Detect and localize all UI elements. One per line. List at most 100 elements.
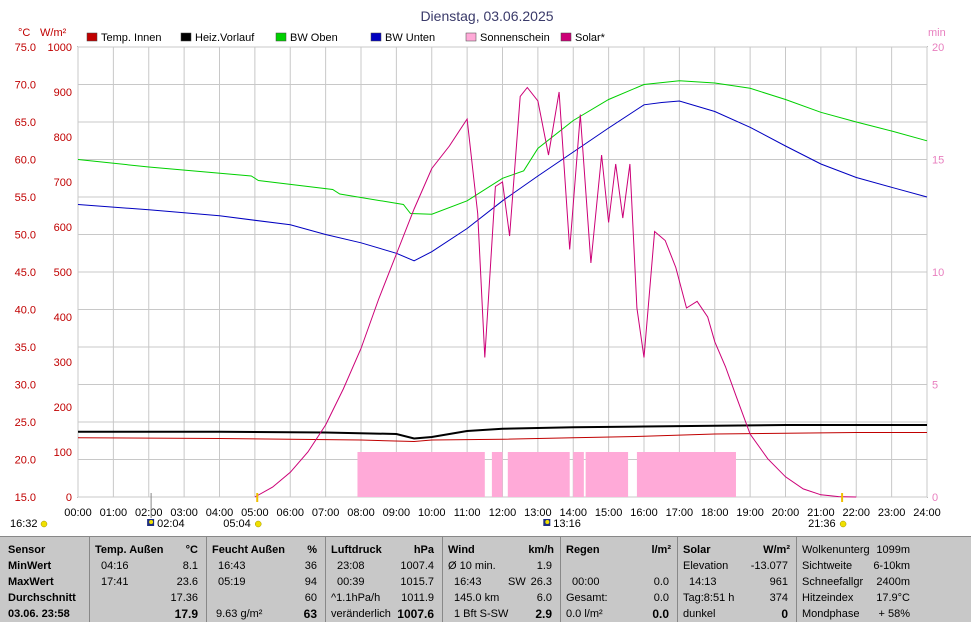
wind-max-value: 26.3	[530, 576, 552, 588]
wind-r3-value: 6.0	[536, 592, 552, 604]
x-tick-label: 10:00	[418, 507, 446, 519]
weather-chart: Dienstag, 03.06.2025 °C W/m² min Temp. I…	[10, 8, 946, 530]
x-tick-label: 00:00	[64, 507, 92, 519]
temp-tick-label: 65.0	[15, 117, 36, 129]
x-tick-label: 12:00	[489, 507, 517, 519]
druck-forecast: veränderlich	[331, 608, 391, 620]
temp-tick-label: 25.0	[15, 417, 36, 429]
sensor-header: Sensor	[8, 544, 46, 556]
regen-current-value: 0.0	[652, 607, 669, 621]
x-tick-label: 17:00	[666, 507, 694, 519]
solar-unit: W/m²	[763, 544, 790, 556]
min-tick-label: 15	[932, 155, 944, 167]
minwert-label: MinWert	[8, 560, 52, 572]
temp-tick-label: 45.0	[15, 267, 36, 279]
temp-tick-label: 70.0	[15, 80, 36, 92]
solar-max-time: 14:13	[689, 576, 717, 588]
x-tick-label: 07:00	[312, 507, 340, 519]
min-tick-label: 20	[932, 42, 944, 54]
wind-avg-value: 1.9	[536, 560, 552, 572]
x-tick-label: 11:00	[454, 507, 481, 519]
series-line-temp-innen	[77, 432, 927, 443]
x-tick-label: 08:00	[347, 507, 375, 519]
druck-min-value: 1007.4	[400, 560, 434, 572]
series-line-bw-unten	[77, 100, 928, 262]
regen-r2-value: 0.0	[653, 576, 669, 588]
solar-tick-label: 600	[54, 222, 72, 234]
wind-distance: 145.0 km	[454, 592, 500, 604]
temp-min-value: 8.1	[182, 560, 198, 572]
wind-bft: 1 Bft S-SW	[454, 608, 509, 620]
visibility-value: 6-10km	[873, 560, 910, 572]
temp-min-time: 04:16	[101, 560, 129, 572]
temp-unit: °C	[185, 544, 198, 556]
maxwert-label: MaxWert	[8, 576, 54, 588]
moonrise-time: 02:04	[157, 518, 185, 530]
regen-header: Regen	[566, 544, 600, 556]
marker-left-time: 16:32	[10, 518, 38, 530]
druck-unit: hPa	[413, 544, 434, 556]
regen-amount: 0.0 l/m²	[566, 608, 603, 620]
solar-tick-label: 300	[54, 357, 72, 369]
druck-current-value: 1007.6	[397, 607, 434, 621]
wind-max-dir: SW	[508, 576, 526, 588]
visibility-label: Sichtweite	[802, 560, 853, 572]
moon-phase-label: Mondphase	[802, 608, 860, 620]
x-tick-label: 05:00	[241, 507, 269, 519]
temp-tick-label: 60.0	[15, 155, 36, 167]
feucht-max-time: 05:19	[218, 576, 246, 588]
temp-tick-label: 40.0	[15, 305, 36, 317]
x-tick-label: 14:00	[559, 507, 587, 519]
moonset-icon-glyph	[545, 520, 550, 524]
x-tick-label: 23:00	[878, 507, 906, 519]
feucht-min-value: 36	[304, 560, 317, 572]
sunshine-bar	[636, 452, 736, 497]
min-tick-label: 5	[932, 380, 938, 392]
legend-swatch	[86, 32, 98, 42]
x-tick-label: 03:00	[170, 507, 198, 519]
sunshine-bars	[357, 452, 736, 497]
temp-avg-value: 17.36	[170, 592, 198, 604]
temp-header: Temp. Außen	[95, 544, 164, 556]
solar-tick-label: 0	[66, 492, 72, 504]
x-tick-label: 22:00	[842, 507, 870, 519]
regen-total-label: Gesamt:	[566, 592, 608, 604]
solar-tick-label: 500	[54, 267, 72, 279]
x-tick-label: 01:00	[100, 507, 128, 519]
left-sun-icon	[40, 520, 48, 528]
series-line-bw-oben	[77, 80, 928, 215]
moonrise-icon-glyph	[149, 520, 154, 524]
temp-tick-label: 75.0	[15, 42, 36, 54]
legend-swatch	[275, 32, 287, 42]
wind-header: Wind	[448, 544, 475, 556]
sunrise-time: 05:04	[223, 518, 251, 530]
solar-avg-value: 374	[769, 592, 788, 604]
x-tick-label: 24:00	[913, 507, 941, 519]
chart-lines	[77, 80, 928, 498]
x-tick-label: 02:00	[135, 507, 163, 519]
sunshine-bar	[585, 452, 629, 497]
legend-label: Heiz.Vorlauf	[195, 32, 255, 44]
legend-label: BW Unten	[385, 32, 435, 44]
solar-max-value: 961	[769, 576, 788, 588]
x-tick-label: 16:00	[630, 507, 658, 519]
solar-state: dunkel	[683, 608, 716, 620]
temp-max-value: 23.6	[176, 576, 198, 588]
chart-legend: Temp. Innen Heiz.Vorlauf BW Oben BW Unten So…	[86, 32, 606, 44]
feucht-current-value: 63	[303, 607, 317, 621]
wind-unit: km/h	[528, 544, 554, 556]
temp-tick-label: 20.0	[15, 455, 36, 467]
temp-max-time: 17:41	[101, 576, 129, 588]
temp-tick-label: 55.0	[15, 192, 36, 204]
x-tick-label: 04:00	[206, 507, 234, 519]
snowline-value: 2400m	[876, 576, 910, 588]
moon-phase-value: + 58%	[878, 608, 911, 620]
solar-tick-label: 400	[54, 312, 72, 324]
solar-elevation-label: Elevation	[683, 560, 729, 572]
legend-label: Sonnenschein	[480, 32, 550, 44]
chart-grid	[77, 46, 928, 498]
legend-swatch	[180, 32, 192, 42]
sunshine-bar	[573, 452, 584, 497]
regen-unit: l/m²	[651, 544, 671, 556]
druck-min-time: 23:08	[337, 560, 365, 572]
